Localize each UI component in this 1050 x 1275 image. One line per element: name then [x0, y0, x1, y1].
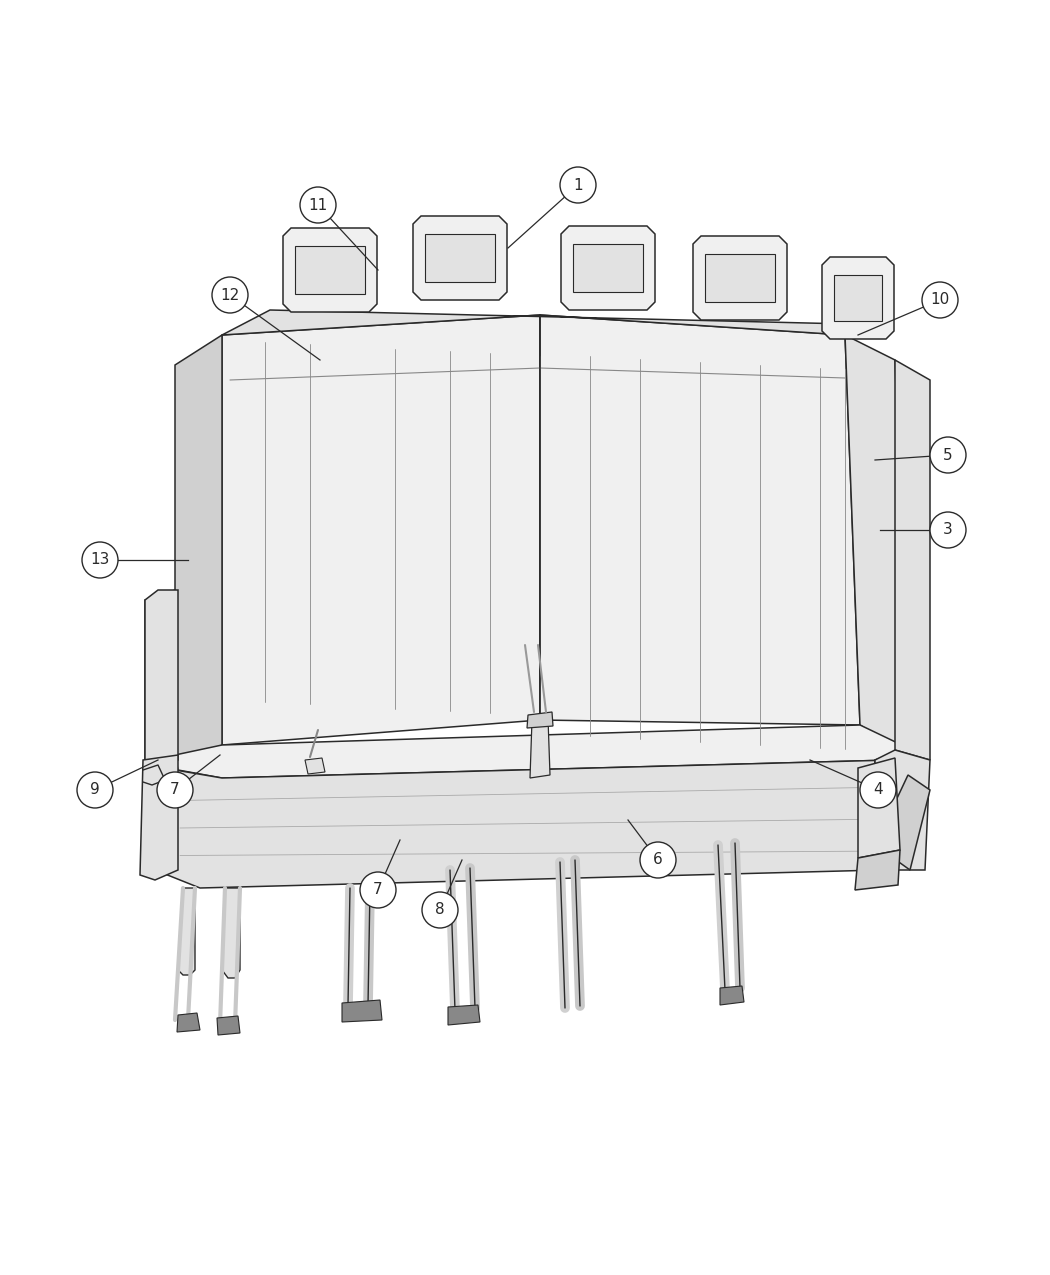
Circle shape	[640, 842, 676, 878]
Text: 5: 5	[943, 448, 952, 463]
Polygon shape	[845, 335, 908, 755]
Text: 6: 6	[653, 853, 663, 867]
Text: 4: 4	[874, 783, 883, 797]
Polygon shape	[693, 236, 788, 320]
Text: 3: 3	[943, 523, 953, 538]
Polygon shape	[295, 246, 365, 295]
Polygon shape	[140, 755, 178, 880]
Text: 7: 7	[373, 882, 383, 898]
Circle shape	[922, 282, 958, 317]
Polygon shape	[561, 226, 655, 310]
Polygon shape	[217, 1016, 240, 1035]
Polygon shape	[530, 718, 550, 778]
Polygon shape	[222, 310, 890, 335]
Circle shape	[158, 771, 193, 808]
Polygon shape	[720, 986, 744, 1005]
Text: 7: 7	[170, 783, 180, 797]
Polygon shape	[304, 759, 326, 774]
Polygon shape	[175, 335, 222, 770]
Circle shape	[212, 277, 248, 312]
Text: 11: 11	[309, 198, 328, 213]
Circle shape	[560, 167, 596, 203]
Circle shape	[82, 542, 118, 578]
Polygon shape	[284, 228, 377, 312]
Polygon shape	[155, 755, 175, 870]
Polygon shape	[448, 1005, 480, 1025]
Polygon shape	[573, 244, 643, 292]
Polygon shape	[145, 590, 175, 765]
Circle shape	[422, 892, 458, 928]
Polygon shape	[527, 711, 553, 728]
Polygon shape	[875, 750, 930, 870]
Circle shape	[360, 872, 396, 908]
Polygon shape	[342, 1000, 382, 1023]
Polygon shape	[222, 315, 540, 745]
Text: 10: 10	[930, 292, 949, 307]
Polygon shape	[177, 1014, 200, 1031]
Polygon shape	[875, 775, 930, 870]
Polygon shape	[875, 748, 908, 870]
Circle shape	[930, 437, 966, 473]
Polygon shape	[178, 887, 195, 975]
Polygon shape	[705, 254, 775, 302]
Polygon shape	[834, 275, 882, 321]
Circle shape	[930, 513, 966, 548]
Circle shape	[300, 187, 336, 223]
Polygon shape	[145, 590, 178, 765]
Text: 9: 9	[90, 783, 100, 797]
Circle shape	[77, 771, 113, 808]
Polygon shape	[425, 235, 495, 282]
Polygon shape	[895, 360, 930, 760]
Polygon shape	[822, 258, 894, 339]
Polygon shape	[155, 760, 908, 887]
Polygon shape	[858, 759, 900, 858]
Polygon shape	[413, 215, 507, 300]
Text: 1: 1	[573, 177, 583, 193]
Text: 8: 8	[435, 903, 445, 918]
Polygon shape	[540, 315, 860, 725]
Polygon shape	[222, 887, 240, 978]
Text: 12: 12	[220, 287, 239, 302]
Polygon shape	[175, 725, 908, 778]
Circle shape	[860, 771, 896, 808]
Text: 13: 13	[90, 552, 109, 567]
Polygon shape	[855, 850, 900, 890]
